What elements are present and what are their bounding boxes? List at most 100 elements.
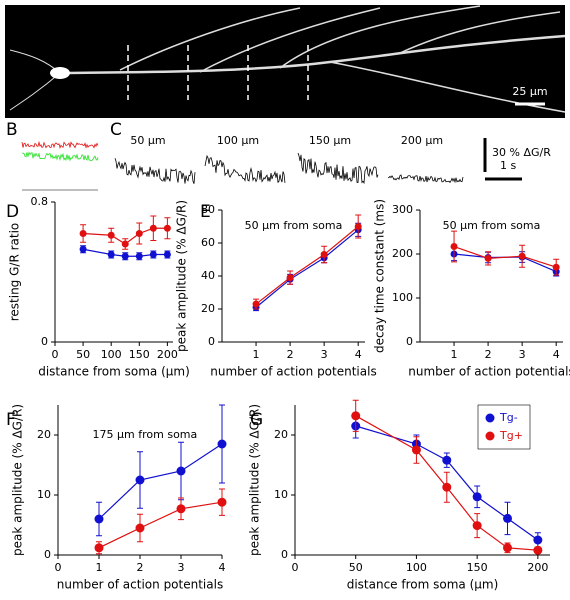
x-tick-label: 0	[52, 348, 59, 361]
x-tick-label: 50	[349, 561, 363, 574]
marker	[484, 254, 492, 262]
scale-label: 25 µm	[512, 85, 547, 98]
x-tick-label: 1	[96, 561, 103, 574]
y-tick-label: 0	[406, 335, 413, 348]
x-axis-label: number of action potentials	[408, 365, 570, 379]
trace	[114, 158, 196, 184]
x-axis-label: distance from soma (µm)	[347, 578, 499, 592]
x-tick-label: 0	[292, 561, 299, 574]
legend-box	[477, 404, 531, 450]
y-tick-label: 0	[41, 335, 48, 348]
x-axis-label: distance from soma (µm)	[38, 365, 190, 379]
y-tick-label: 200	[392, 247, 413, 260]
x-tick-label: 2	[137, 561, 144, 574]
image-background	[5, 5, 565, 118]
y-tick-label: 10	[37, 488, 51, 501]
y-tick-label: 100	[392, 291, 413, 304]
series-line	[98, 443, 223, 520]
marker	[176, 466, 186, 476]
x-tick-label: 100	[406, 561, 427, 574]
x-tick-label: 4	[355, 348, 362, 361]
legend-marker	[485, 413, 495, 423]
trace-label: 200 µm	[401, 134, 443, 147]
y-axis-label: peak amplitude (% ΔG/R)	[248, 404, 262, 556]
series-line	[355, 415, 538, 551]
legend-label: Tg+	[499, 429, 523, 442]
marker	[107, 231, 115, 239]
marker	[472, 492, 482, 502]
scale-label: 1 s	[500, 159, 516, 172]
marker	[354, 223, 362, 230]
x-axis-label: number of action potentials	[57, 578, 223, 592]
x-tick-label: 2	[485, 348, 492, 361]
x-axis-label: number of action potentials	[210, 365, 376, 379]
panel-label: C	[110, 120, 122, 140]
y-tick-label: 80	[201, 203, 215, 216]
marker	[518, 252, 526, 260]
trace-label: 50 µm	[130, 134, 165, 147]
x-tick-label: 3	[178, 561, 185, 574]
marker	[135, 230, 143, 237]
y-tick-label: 0.8	[31, 195, 49, 208]
x-tick-label: 150	[467, 561, 488, 574]
scale-label: 30 % ΔG/R	[492, 146, 551, 159]
annotation: 175 µm from soma	[93, 428, 198, 441]
legend-marker	[485, 431, 495, 441]
panel-label: B	[6, 120, 18, 140]
x-tick-label: 200	[527, 561, 548, 574]
trace	[21, 140, 99, 149]
y-tick-label: 60	[201, 236, 215, 249]
marker	[163, 224, 171, 232]
trace-label: 100 µm	[217, 134, 259, 147]
marker	[320, 251, 328, 259]
panel-label: F	[6, 410, 16, 430]
marker	[176, 504, 186, 514]
x-tick-label: 3	[321, 348, 328, 361]
series-line	[255, 229, 359, 308]
panel-label: D	[6, 202, 19, 222]
trace	[22, 151, 99, 162]
y-axis-label: decay time constant (ms)	[373, 199, 387, 353]
y-tick-label: 20	[274, 428, 288, 441]
marker	[94, 514, 104, 524]
y-tick-label: 20	[37, 428, 51, 441]
marker	[533, 535, 543, 545]
annotation: 50 µm from soma	[443, 219, 541, 232]
marker	[442, 482, 452, 492]
marker	[351, 411, 361, 421]
series-line	[453, 245, 557, 268]
x-tick-label: 1	[451, 348, 458, 361]
marker	[503, 513, 512, 523]
marker	[472, 521, 482, 531]
y-tick-label: 20	[201, 302, 215, 315]
y-tick-label: 0	[44, 548, 51, 561]
traces	[21, 140, 464, 185]
y-tick-label: 10	[274, 488, 288, 501]
trace	[204, 154, 286, 184]
y-tick-label: 40	[201, 269, 215, 282]
micrograph: 25 µm	[5, 5, 566, 118]
trace	[297, 152, 379, 185]
marker	[79, 245, 87, 253]
series-line	[98, 501, 223, 549]
x-tick-label: 4	[219, 561, 226, 574]
marker	[135, 475, 145, 485]
marker	[450, 243, 458, 251]
marker	[135, 523, 145, 533]
trace-label: 150 µm	[309, 134, 351, 147]
marker	[217, 497, 227, 507]
y-axis-label: peak amplitude (% ΔG/R)	[11, 404, 25, 556]
series-line	[355, 425, 539, 541]
x-tick-label: 0	[55, 561, 62, 574]
trace	[387, 174, 464, 184]
x-tick-label: 150	[129, 348, 150, 361]
y-axis-label: peak amplitude (% ΔG/R)	[175, 200, 189, 352]
y-tick-label: 300	[392, 203, 413, 216]
panel-label: E	[200, 202, 211, 222]
marker	[149, 224, 157, 232]
x-tick-label: 4	[553, 348, 560, 361]
marker	[163, 251, 171, 258]
marker	[503, 543, 512, 553]
marker	[552, 263, 560, 271]
x-tick-label: 3	[519, 348, 526, 361]
